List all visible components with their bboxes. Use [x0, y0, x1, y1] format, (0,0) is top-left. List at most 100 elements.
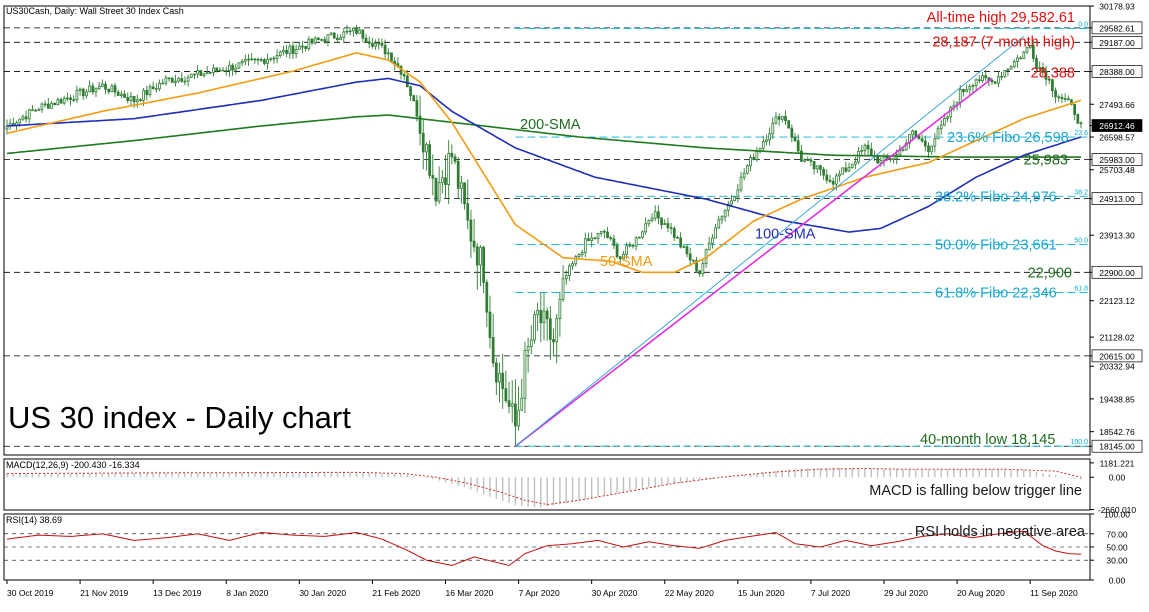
candle-body — [819, 165, 822, 170]
y-tick-label: 22900.00 — [1099, 268, 1135, 278]
x-tick-label: 30 Apr 2020 — [592, 588, 638, 598]
candle-body — [768, 133, 771, 141]
candle-body — [745, 165, 749, 174]
candle-body — [1070, 99, 1073, 105]
candle-body — [765, 139, 768, 143]
candle-body — [66, 97, 69, 100]
candle-body — [920, 138, 924, 142]
candle-body — [571, 263, 574, 267]
candle-body — [288, 45, 292, 54]
candle-body — [43, 103, 47, 106]
candle-body — [752, 157, 756, 160]
candle-body — [1025, 47, 1029, 53]
candle-body — [88, 85, 91, 93]
candle-body — [529, 339, 533, 347]
candle-body — [167, 77, 171, 80]
candle-body — [224, 70, 228, 72]
macd-y-tick-label: -2660.010 — [1098, 505, 1137, 515]
rsi-y-tick-label: 30.00 — [1106, 556, 1128, 566]
candle-body — [145, 90, 149, 96]
candle-body — [761, 141, 765, 149]
candle-body — [256, 58, 260, 61]
candle-body — [854, 161, 857, 165]
candle-body — [504, 388, 508, 402]
candle-body — [231, 64, 234, 71]
candle-body — [110, 85, 114, 93]
candle-body — [139, 99, 142, 101]
candle-body — [183, 80, 187, 83]
candle-body — [24, 116, 28, 120]
annotation-label: 50-SMA — [600, 254, 653, 270]
macd-y-tick-label: 0.00 — [1109, 473, 1126, 483]
candle-body — [558, 299, 562, 320]
candle-body — [142, 90, 145, 101]
price-tag — [1091, 153, 1143, 166]
candle-body — [294, 48, 298, 55]
annotation-label: 38.2% Fibo 24,976 — [935, 189, 1057, 205]
candle-body — [774, 116, 778, 124]
candle-body — [253, 58, 257, 61]
fibo-ratio-label: 0.0 — [1078, 21, 1088, 28]
candle-body — [714, 227, 717, 239]
candle-body — [1035, 57, 1038, 69]
price-panel — [3, 5, 1091, 456]
price-tag — [1091, 119, 1143, 132]
candle-body — [923, 140, 927, 147]
y-tick-label: 24913.00 — [1099, 194, 1135, 204]
candle-body — [742, 172, 746, 178]
candle-body — [892, 157, 895, 161]
x-tick-label: 30 Jan 2020 — [299, 588, 346, 598]
candle-body — [1060, 96, 1064, 99]
candle-body — [984, 75, 988, 79]
sma50-line — [6, 51, 1082, 274]
macd-signal-line — [7, 468, 1082, 506]
annotation-label: 25,983 — [1024, 153, 1068, 169]
candle-body — [18, 118, 22, 124]
candle-body — [564, 275, 568, 280]
annotation-label: All-time high 29,582.61 — [927, 10, 1075, 26]
candle-body — [834, 175, 838, 185]
main-chart-title: US 30 index - Daily chart — [8, 400, 351, 435]
candle-body — [107, 88, 111, 93]
candles — [5, 24, 1083, 447]
candle-body — [990, 79, 994, 83]
x-tick-label: 11 Sep 2020 — [1030, 588, 1078, 598]
y-tick-label: 28388.00 — [1099, 67, 1135, 77]
candle-body — [463, 182, 466, 205]
candle-body — [599, 230, 603, 234]
candle-body — [69, 97, 72, 101]
candle-body — [482, 246, 485, 283]
candle-body — [555, 318, 559, 343]
candle-body — [78, 88, 82, 91]
candle-body — [593, 237, 597, 240]
annotation-label: 23.6% Fibo 26,598 — [947, 130, 1069, 146]
candle-body — [574, 256, 578, 265]
candle-body — [968, 86, 972, 90]
candle-body — [806, 159, 810, 161]
candle-body — [831, 180, 835, 185]
price-tag — [1091, 265, 1143, 279]
candle-body — [879, 160, 883, 164]
price-tag — [1091, 349, 1143, 363]
rsi-line — [6, 530, 1082, 567]
y-tick-label: 21128.02 — [1100, 333, 1135, 343]
price-tag — [1091, 35, 1143, 49]
candle-body — [965, 89, 968, 92]
candle-body — [888, 158, 892, 161]
y-tick-label: 29582.61 — [1099, 23, 1135, 33]
candle-body — [1047, 78, 1051, 81]
candle-body — [177, 78, 180, 82]
candle-body — [863, 144, 867, 151]
candle-body — [587, 238, 590, 242]
candle-body — [307, 38, 311, 49]
candle-body — [682, 246, 686, 248]
candle-body — [628, 244, 632, 247]
candle-body — [170, 77, 174, 83]
candle-body — [202, 73, 206, 77]
candle-body — [657, 211, 660, 219]
rsi-y-tick-label: 70.00 — [1106, 529, 1128, 539]
candle-body — [154, 88, 158, 90]
candle-body — [406, 75, 409, 88]
candle-body — [212, 67, 215, 73]
